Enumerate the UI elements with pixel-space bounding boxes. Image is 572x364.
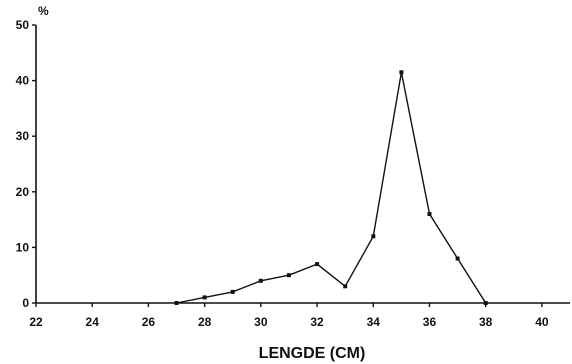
x-tick-label: 28 [198, 315, 212, 329]
data-series [174, 70, 488, 305]
series-line [176, 71, 487, 304]
data-point [455, 256, 460, 261]
x-tick-label: 38 [479, 315, 493, 329]
data-point [371, 234, 376, 239]
y-tick-label: 30 [16, 129, 30, 143]
data-point [343, 284, 348, 289]
x-tick-label: 36 [423, 315, 437, 329]
data-point [399, 70, 404, 75]
data-point [202, 295, 207, 300]
y-tick-label: 50 [16, 18, 30, 32]
data-point [315, 262, 320, 267]
x-tick-label: 26 [142, 315, 156, 329]
x-axis-label: LENGDE (CM) [259, 345, 366, 362]
y-tick-label: 0 [22, 296, 29, 310]
y-tick-label: 40 [16, 74, 30, 88]
data-point [286, 273, 291, 278]
data-point [230, 289, 235, 294]
y-tick-label: 20 [16, 185, 30, 199]
x-tick-label: 40 [535, 315, 549, 329]
x-tick-label: 24 [86, 315, 100, 329]
data-point [427, 212, 432, 216]
y-axis-label: % [38, 4, 49, 18]
x-axis: 22 24 26 28 30 32 34 36 38 40 [29, 302, 570, 329]
y-tick-label: 10 [16, 240, 30, 254]
data-point [174, 301, 179, 305]
x-tick-label: 34 [367, 315, 381, 329]
data-point [258, 278, 263, 283]
x-tick-label: 30 [254, 315, 268, 329]
x-tick-label: 32 [310, 315, 324, 329]
data-point [483, 301, 488, 305]
y-axis: 0 10 20 30 40 50 [16, 18, 37, 310]
x-tick-label: 22 [29, 315, 43, 329]
